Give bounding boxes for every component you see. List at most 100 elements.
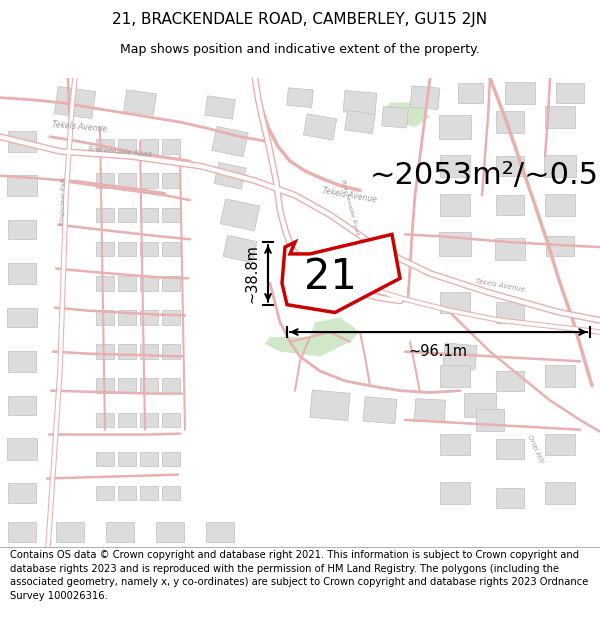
- Bar: [345, 111, 375, 134]
- Bar: [545, 365, 575, 387]
- Bar: [545, 106, 575, 128]
- Bar: [54, 86, 96, 119]
- Bar: [162, 310, 180, 325]
- Bar: [162, 242, 180, 256]
- Bar: [162, 344, 180, 359]
- Bar: [220, 199, 260, 231]
- Bar: [8, 220, 36, 239]
- Bar: [162, 412, 180, 428]
- Bar: [162, 452, 180, 466]
- Bar: [8, 262, 36, 284]
- Bar: [205, 96, 235, 119]
- Bar: [343, 91, 377, 114]
- Bar: [140, 139, 158, 154]
- Text: Brackendale Road: Brackendale Road: [88, 146, 152, 157]
- Bar: [382, 106, 409, 128]
- Bar: [140, 344, 158, 359]
- Bar: [443, 343, 477, 370]
- Bar: [118, 378, 136, 393]
- Polygon shape: [310, 318, 360, 342]
- Text: Tekels Avenue: Tekels Avenue: [475, 278, 525, 292]
- Bar: [545, 194, 575, 216]
- Bar: [440, 292, 470, 314]
- Bar: [140, 208, 158, 222]
- Bar: [96, 378, 114, 393]
- Bar: [140, 242, 158, 256]
- Bar: [140, 486, 158, 501]
- Bar: [496, 488, 524, 508]
- Text: Kingsclear Park: Kingsclear Park: [59, 176, 67, 224]
- Bar: [8, 131, 36, 152]
- Bar: [118, 139, 136, 154]
- Bar: [162, 139, 180, 154]
- Bar: [439, 115, 471, 139]
- Bar: [162, 173, 180, 188]
- Bar: [310, 390, 350, 421]
- Bar: [96, 173, 114, 188]
- Bar: [505, 82, 535, 104]
- Text: Oriel Hill: Oriel Hill: [526, 434, 544, 464]
- Bar: [96, 276, 114, 291]
- Bar: [7, 308, 37, 327]
- Bar: [96, 486, 114, 501]
- Bar: [440, 482, 470, 504]
- Bar: [140, 452, 158, 466]
- Bar: [206, 522, 234, 542]
- Bar: [118, 310, 136, 325]
- Bar: [140, 276, 158, 291]
- Text: Tekels Avenue: Tekels Avenue: [322, 186, 378, 204]
- Text: ~2053m²/~0.507ac.: ~2053m²/~0.507ac.: [370, 161, 600, 190]
- Polygon shape: [282, 234, 400, 312]
- Bar: [118, 276, 136, 291]
- Bar: [140, 310, 158, 325]
- Bar: [118, 173, 136, 188]
- Bar: [106, 522, 134, 542]
- Bar: [8, 351, 36, 372]
- Bar: [96, 412, 114, 428]
- Text: 21: 21: [304, 256, 356, 298]
- Bar: [440, 365, 470, 387]
- Bar: [124, 90, 157, 115]
- Bar: [304, 114, 337, 140]
- Bar: [496, 156, 524, 176]
- Bar: [56, 522, 84, 542]
- Text: 21, BRACKENDALE ROAD, CAMBERLEY, GU15 2JN: 21, BRACKENDALE ROAD, CAMBERLEY, GU15 2J…: [112, 12, 488, 27]
- Bar: [415, 399, 446, 422]
- Bar: [118, 412, 136, 428]
- Bar: [96, 452, 114, 466]
- Bar: [96, 139, 114, 154]
- Bar: [363, 397, 397, 424]
- Bar: [545, 434, 575, 455]
- Bar: [118, 242, 136, 256]
- Text: Tekels Avenue: Tekels Avenue: [52, 120, 108, 134]
- Bar: [440, 155, 470, 177]
- Bar: [118, 208, 136, 222]
- Bar: [8, 522, 36, 542]
- Text: ~38.8m: ~38.8m: [245, 244, 260, 303]
- Bar: [162, 276, 180, 291]
- Bar: [140, 378, 158, 393]
- Bar: [7, 175, 37, 196]
- Bar: [287, 88, 313, 107]
- Text: ~96.1m: ~96.1m: [409, 344, 468, 359]
- Bar: [162, 378, 180, 393]
- Bar: [439, 232, 471, 256]
- Bar: [96, 242, 114, 256]
- Bar: [496, 111, 524, 132]
- Bar: [118, 344, 136, 359]
- Bar: [96, 310, 114, 325]
- Bar: [140, 173, 158, 188]
- Bar: [464, 393, 496, 418]
- Bar: [140, 412, 158, 428]
- Bar: [458, 83, 482, 102]
- Bar: [440, 434, 470, 455]
- Bar: [96, 344, 114, 359]
- Bar: [476, 409, 504, 431]
- Bar: [556, 83, 584, 102]
- Bar: [214, 162, 246, 189]
- Text: Map shows position and indicative extent of the property.: Map shows position and indicative extent…: [120, 43, 480, 56]
- Bar: [410, 86, 440, 109]
- Bar: [496, 302, 524, 323]
- Bar: [156, 522, 184, 542]
- Bar: [546, 236, 574, 256]
